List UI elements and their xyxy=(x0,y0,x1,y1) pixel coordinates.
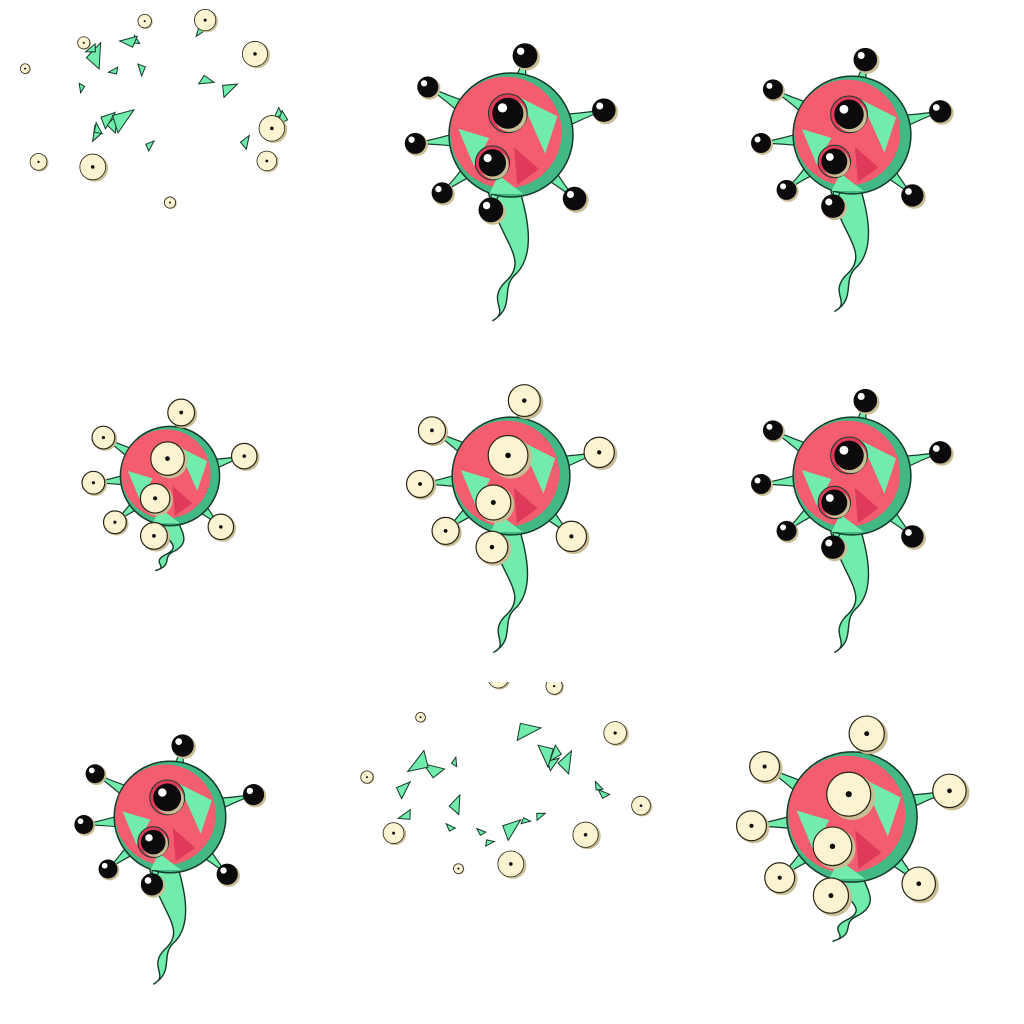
frame-4 xyxy=(0,341,341,682)
sprite-idle-c xyxy=(751,388,954,654)
sprite-burst-end xyxy=(360,682,653,879)
sprite-eyes-open xyxy=(405,384,618,654)
frame-3 xyxy=(682,0,1023,341)
monster-idle-d xyxy=(74,734,267,985)
sprite-eyes-wide xyxy=(735,715,970,943)
monster-eyes-open xyxy=(405,384,618,654)
sprite-idle-d xyxy=(74,734,267,985)
burst-burst-end xyxy=(360,682,653,879)
frame-1 xyxy=(0,0,341,341)
burst-burst-start xyxy=(19,9,289,210)
sprite-idle-a xyxy=(404,43,618,322)
frame-7 xyxy=(0,682,341,1023)
sprite-idle-b xyxy=(751,47,954,313)
sprite-burst-start xyxy=(19,9,289,210)
frame-6 xyxy=(682,341,1023,682)
frame-5 xyxy=(341,341,682,682)
monster-idle-c xyxy=(751,388,954,654)
frame-8 xyxy=(341,682,682,1023)
monster-idle-b xyxy=(751,47,954,313)
monster-eyes-open-small xyxy=(81,398,260,572)
monster-eyes-wide xyxy=(735,715,970,943)
frame-2 xyxy=(341,0,682,341)
sprite-eyes-open-small xyxy=(81,398,260,572)
monster-idle-a xyxy=(404,43,618,322)
frame-9 xyxy=(682,682,1023,1023)
